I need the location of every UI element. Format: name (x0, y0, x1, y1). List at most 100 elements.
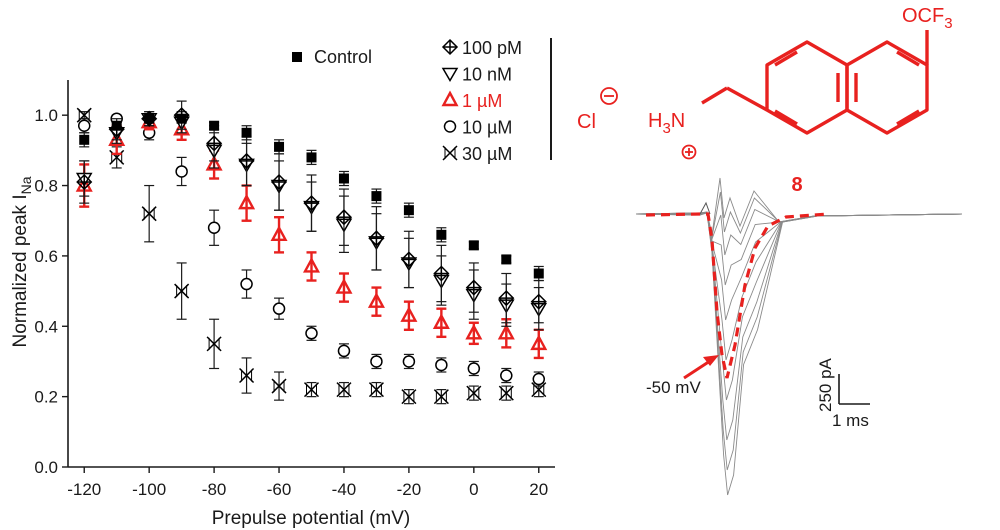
negative-charge-icon (600, 87, 618, 105)
benzene-ring-b (845, 40, 929, 135)
legend-label: 100 pM (462, 38, 522, 58)
gray-trace (635, 208, 963, 256)
ocf3-label-sub: 3 (944, 15, 952, 32)
data-point (497, 323, 515, 340)
data-point (370, 355, 383, 368)
arrow-shaft (683, 359, 711, 380)
positive-charge-icon (681, 144, 697, 160)
legend-marker (441, 67, 459, 82)
red-dashed-trace (645, 212, 829, 379)
data-point (466, 385, 482, 401)
y-tick-label: 0.6 (34, 247, 58, 266)
x-tick-label: -60 (267, 480, 292, 499)
data-point (303, 195, 320, 212)
ring-a-double-bond-1 (774, 50, 798, 67)
data-point (77, 119, 91, 132)
ch2-bond-1 (726, 86, 768, 112)
x-tick-label: -80 (202, 480, 227, 499)
data-point (371, 191, 382, 202)
benzene-ring-a (765, 40, 849, 135)
data-point (368, 230, 385, 247)
legend: Control 100 pM 10 nM 1 µM 10 µM 30 µM (292, 38, 552, 164)
ring-b-double-bond-3 (896, 109, 920, 126)
gray-trace (635, 212, 963, 361)
legend-marker-control (292, 52, 302, 62)
data-point (175, 165, 188, 178)
data-point (498, 290, 515, 307)
data-point (432, 313, 450, 329)
x-tick-label: 20 (529, 480, 548, 499)
x-axis-label: Prepulse potential (mV) (212, 508, 411, 529)
data-point (468, 240, 479, 251)
gray-trace (635, 212, 963, 496)
gray-trace (635, 211, 963, 401)
data-point (108, 130, 126, 147)
data-point (241, 127, 252, 138)
data-point (174, 283, 190, 299)
ocf3-label: OCF3 (902, 5, 953, 32)
arrow-head (703, 355, 719, 366)
legend-label-control: Control (314, 47, 372, 67)
y-tick-label: 1.0 (34, 106, 58, 125)
inactivation-chart: -120 -100 -80 -60 -40 -20 0 20 0.0 0.2 0.4 0.6 0.8 1… (10, 38, 555, 529)
data-point (111, 120, 122, 131)
ocf3-label-main: OCF (902, 5, 944, 27)
legend-marker (441, 90, 459, 107)
data-point (76, 173, 93, 191)
ammonium-label: H3N (648, 110, 685, 137)
y-tick-label: 0.4 (34, 317, 58, 336)
data-point (532, 372, 546, 386)
gray-trace (635, 212, 963, 286)
data-point (270, 225, 288, 242)
ring-b-double-bond-1 (896, 50, 920, 67)
scale-bar: 250 pA 1 ms (816, 357, 870, 430)
data-point (400, 306, 418, 322)
data-point (206, 135, 223, 152)
legend-marker (441, 38, 459, 56)
data-point (303, 382, 320, 398)
data-point (144, 113, 155, 124)
x-tick-label: -40 (332, 480, 357, 499)
series-square (79, 113, 544, 282)
data-point (238, 152, 255, 169)
data-point (206, 336, 222, 352)
data-point (271, 378, 287, 394)
data-point (209, 120, 220, 131)
gray-trace (636, 212, 963, 441)
data-point (274, 141, 285, 152)
data-point (305, 327, 318, 340)
data-point (306, 152, 317, 163)
data-point (205, 154, 223, 171)
gray-trace (635, 211, 963, 471)
y-axis-label-sub: Na (18, 176, 34, 194)
data-point (436, 229, 447, 240)
scale-time-label: 1 ms (832, 411, 869, 430)
legend-marker (442, 145, 458, 161)
ch2-bond-2 (701, 86, 728, 105)
data-point (400, 251, 417, 268)
data-point (433, 389, 449, 405)
data-point (176, 113, 187, 124)
data-point (435, 358, 448, 372)
data-point (533, 268, 544, 279)
y-ticks: 0.0 0.2 0.4 0.6 0.8 1.0 (34, 106, 68, 477)
legend-label: 30 µM (462, 144, 512, 164)
data-point (79, 134, 90, 145)
positive-charge-circle (681, 144, 697, 160)
legend-label: 10 µM (462, 118, 512, 138)
trace-artifact (699, 201, 711, 215)
data-point (465, 279, 482, 296)
data-point (530, 334, 548, 351)
data-point (335, 278, 353, 294)
legend-label: 1 µM (462, 91, 502, 111)
legend-group: 100 pM 10 nM 1 µM 10 µM 30 µM (441, 38, 522, 164)
data-point (336, 382, 352, 398)
x-tick-label: -120 (67, 480, 101, 499)
data-point (240, 277, 253, 291)
gray-trace (636, 211, 963, 321)
x-ticks: -120 -100 -80 -60 -40 -20 0 20 (67, 467, 548, 499)
data-point (467, 362, 481, 375)
data-point (302, 256, 321, 273)
ammonium-label-sub: 3 (662, 120, 670, 137)
